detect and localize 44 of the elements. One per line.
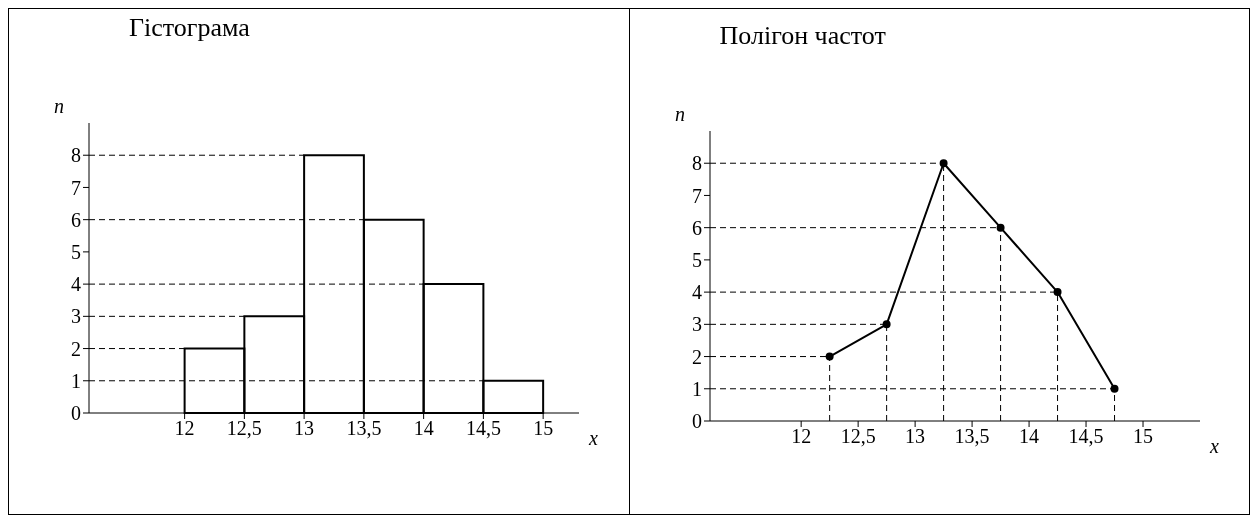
- x-tick-label: 13: [904, 425, 925, 448]
- x-tick-label: 12,5: [226, 417, 262, 440]
- y-tick-label: 5: [691, 248, 702, 271]
- x-tick-label: 13,5: [346, 417, 382, 440]
- y-tick-label: 7: [71, 176, 81, 199]
- x-axis-title: x: [588, 427, 598, 450]
- y-tick-label: 1: [71, 369, 81, 392]
- y-tick-label: 3: [691, 313, 702, 336]
- x-tick-label: 15: [1132, 425, 1153, 448]
- x-tick-label: 14: [413, 417, 434, 440]
- chart-title: Полігон частот: [718, 20, 887, 52]
- y-tick-label: 0: [71, 402, 81, 425]
- y-tick-label: 3: [71, 305, 81, 328]
- x-tick-label: 14,5: [1068, 425, 1104, 448]
- x-tick-label: 14,5: [465, 417, 501, 440]
- y-tick-label: 8: [71, 144, 81, 167]
- x-tick-label: 14: [1018, 425, 1039, 448]
- x-tick-label: 13: [294, 417, 315, 440]
- y-tick-label: 2: [691, 345, 702, 368]
- y-tick-label: 6: [691, 216, 702, 239]
- chart-title: Гістограма: [128, 12, 251, 44]
- y-tick-label: 0: [691, 410, 702, 433]
- y-tick-label: 2: [71, 337, 81, 360]
- x-tick-label: 12: [174, 417, 195, 440]
- point: [1110, 384, 1119, 393]
- point: [939, 159, 948, 168]
- x-tick-label: 12,5: [840, 425, 876, 448]
- x-axis-title: x: [1208, 435, 1219, 458]
- y-axis-title: n: [674, 103, 685, 125]
- point: [825, 352, 834, 361]
- y-tick-label: 1: [691, 377, 702, 400]
- point: [996, 223, 1005, 232]
- y-tick-label: 6: [71, 208, 81, 231]
- point: [882, 320, 891, 329]
- x-tick-label: 13,5: [954, 425, 990, 448]
- x-tick-label: 15: [533, 417, 554, 440]
- y-tick-label: 5: [71, 240, 81, 263]
- x-tick-label: 12: [790, 425, 811, 448]
- y-tick-label: 4: [71, 273, 81, 296]
- y-axis-title: n: [54, 95, 64, 117]
- y-tick-label: 8: [691, 152, 702, 175]
- y-tick-label: 4: [691, 281, 702, 304]
- y-tick-label: 7: [691, 184, 702, 207]
- point: [1053, 288, 1062, 297]
